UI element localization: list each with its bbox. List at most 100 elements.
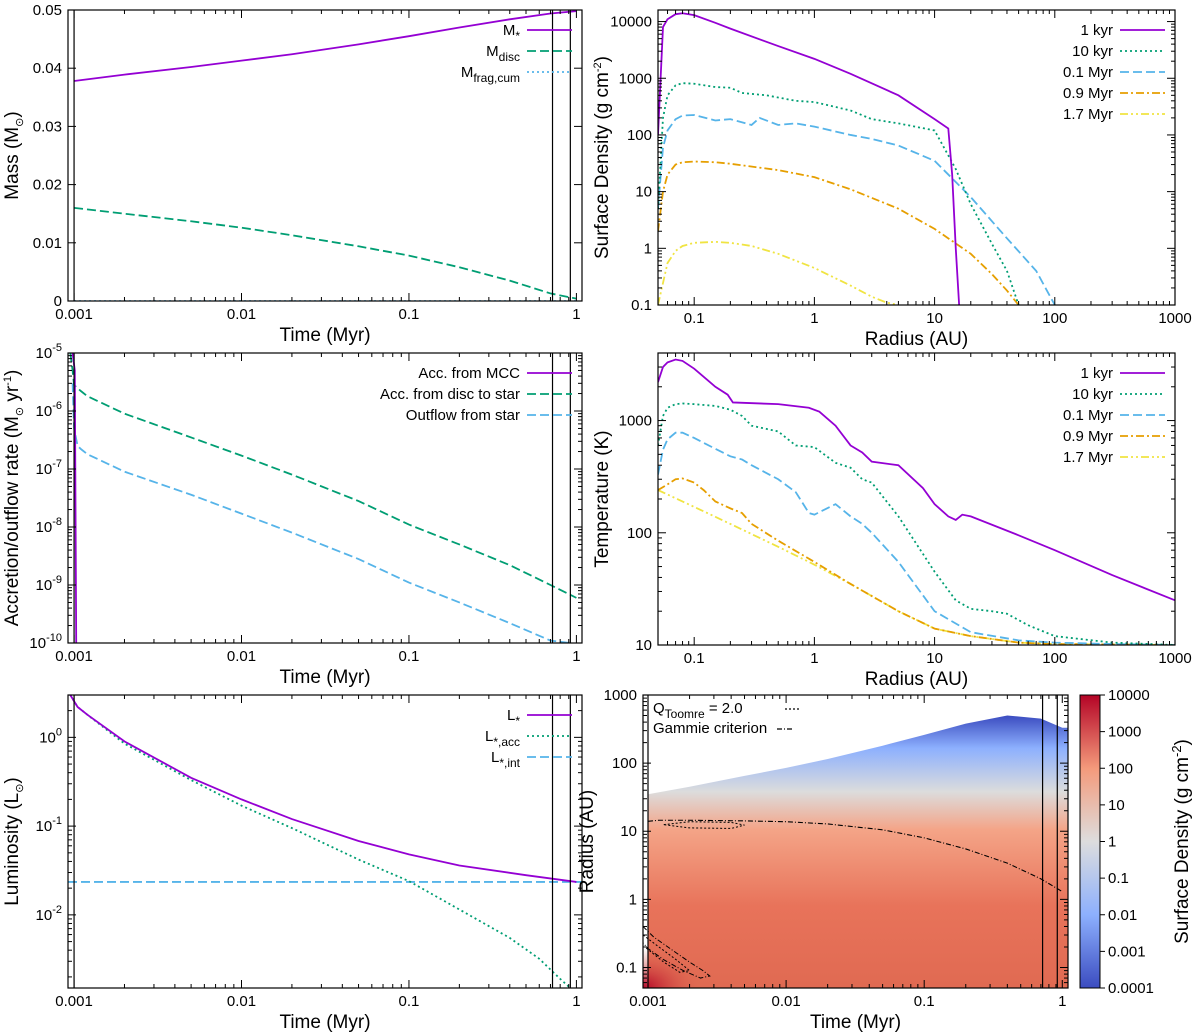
x-tick-label: 0.01	[227, 993, 256, 1010]
y-tick-label: 10	[635, 637, 652, 654]
legend-label: L*,int	[491, 749, 521, 770]
x-axis-label: Time (Myr)	[810, 1012, 901, 1033]
x-tick-label: 0.1	[914, 993, 935, 1010]
legend-label: Acc. from MCC	[418, 365, 520, 382]
y-tick-label: 0.04	[33, 60, 62, 77]
legend-label: Acc. from disc to star	[380, 386, 520, 403]
y-tick-label: 10-9	[36, 574, 62, 594]
toomre-contour	[663, 821, 745, 829]
plot-frame	[67, 352, 583, 644]
legend-label: M*	[503, 22, 521, 43]
y-tick-label: 100	[627, 525, 652, 542]
colorbar-tick-label: 1	[1108, 834, 1116, 851]
legend-label: 0.9 Myr	[1063, 85, 1113, 102]
x-axis-label: Time (Myr)	[279, 667, 370, 688]
colorbar-tick-label: 10000	[1108, 687, 1150, 704]
y-tick-label: 0.1	[616, 959, 637, 976]
y-tick-label: 1000	[604, 687, 637, 704]
plot-area	[73, 10, 577, 301]
x-tick-label: 0.1	[399, 648, 420, 665]
y-axis-label: Accretion/outflow rate (M⊙ yr-1)	[2, 370, 26, 627]
plot-area	[658, 358, 1175, 645]
y-axis-label: Radius (AU)	[577, 790, 598, 893]
series-line	[658, 402, 1175, 645]
y-tick-label: 10-2	[36, 904, 62, 924]
y-tick-label: 10000	[610, 14, 652, 31]
x-tick-label: 0.01	[227, 306, 256, 323]
x-tick-label: 0.1	[684, 650, 705, 667]
series-line	[658, 477, 1175, 645]
luminosity-panel: 0.001 0.01 0.1 1 10-2 10-1 100 Time (Myr) Lumino…	[2, 694, 583, 1033]
legend-label: 0.1 Myr	[1063, 64, 1113, 81]
y-tick-label: 0.1	[631, 297, 652, 314]
x-tick-label: 0.1	[399, 993, 420, 1010]
series-line	[71, 353, 78, 643]
legend-label: 1.7 Myr	[1063, 106, 1113, 123]
colorbar-tick-label: 100	[1108, 760, 1133, 777]
y-tick-label: 10-1	[36, 815, 62, 835]
series-line	[69, 695, 577, 883]
x-tick-label: 1	[572, 993, 580, 1010]
legend-label: Outflow from star	[406, 407, 520, 424]
x-tick-label: 0.1	[399, 306, 420, 323]
y-tick-label: 10	[635, 184, 652, 201]
temperature-panel: 0.1 1 10 100 1000 10 100 1000 Radius (AU) Tempera…	[592, 352, 1192, 690]
series-line	[658, 12, 961, 305]
inner-disc-high-density	[643, 887, 792, 988]
x-tick-label: 0.001	[55, 306, 93, 323]
legend-label: 1 kyr	[1080, 22, 1113, 39]
x-tick-label: 1	[572, 306, 580, 323]
x-tick-label: 1000	[1158, 650, 1191, 667]
x-tick-label: 0.01	[771, 993, 800, 1010]
rates-panel: 0.001 0.01 0.1 1 10-10 10-9 10-8 10-7 10-6 10-5 Ti…	[2, 342, 583, 688]
x-tick-label: 0.001	[629, 993, 667, 1010]
y-axis-label: Luminosity (L⊙)	[2, 777, 26, 906]
legend-label: L*	[507, 707, 520, 728]
series-line	[658, 160, 1020, 305]
series-line	[71, 383, 571, 643]
plot-area	[69, 353, 577, 643]
sigma-panel: 0.1 1 10 100 1000 0.1 1 10 100 1000 10000 Radius (A…	[592, 9, 1192, 350]
heatmap-area	[643, 695, 1068, 988]
y-tick-label: 10-7	[36, 458, 62, 478]
y-axis-label: Temperature (K)	[592, 430, 613, 567]
series-line	[69, 353, 577, 599]
y-tick-label: 0.03	[33, 118, 62, 135]
series-line	[658, 82, 1020, 305]
x-tick-label: 0.1	[684, 310, 705, 327]
legend-label: 0.9 Myr	[1063, 428, 1113, 445]
colorbar-tick-label: 1000	[1108, 724, 1141, 741]
series-line	[658, 431, 1175, 645]
y-tick-label: 1000	[619, 413, 652, 430]
plot-frame	[67, 9, 583, 302]
colorbar	[1079, 694, 1101, 989]
series-line	[69, 695, 572, 988]
y-tick-label: 1	[644, 240, 652, 257]
x-tick-label: 10	[926, 310, 943, 327]
colorbar-tick-label: 10	[1108, 797, 1125, 814]
x-tick-label: 0.001	[55, 648, 93, 665]
contour-legend-label: Gammie criterion	[653, 720, 767, 737]
plot-frame	[67, 694, 583, 989]
y-axis-label: Surface Density (g cm-2)	[592, 56, 613, 259]
y-tick-label: 10-6	[36, 400, 62, 420]
legend-label: 10 kyr	[1072, 43, 1113, 60]
x-tick-label: 0.01	[227, 648, 256, 665]
y-tick-label: 0.01	[33, 235, 62, 252]
x-tick-label: 1	[572, 648, 580, 665]
colorbar-tick-label: 0.0001	[1108, 980, 1154, 997]
x-tick-label: 1	[810, 650, 818, 667]
y-tick-label: 10-5	[36, 342, 62, 362]
legend-label: 0.1 Myr	[1063, 407, 1113, 424]
gammie-contour	[647, 819, 1063, 893]
x-tick-label: 100	[1042, 650, 1067, 667]
legend-label: 10 kyr	[1072, 386, 1113, 403]
mass-panel: 0.001 0.01 0.1 1 0 0.01 0.02 0.03 0.04 0.05 Time (…	[2, 2, 583, 346]
series-line	[658, 489, 1175, 645]
series-line	[73, 206, 577, 300]
colorbar-tick-label: 0.001	[1108, 943, 1146, 960]
legend-label: 1 kyr	[1080, 365, 1113, 382]
plot-area	[68, 695, 582, 988]
x-tick-label: 1	[810, 310, 818, 327]
series-line	[658, 358, 1175, 602]
